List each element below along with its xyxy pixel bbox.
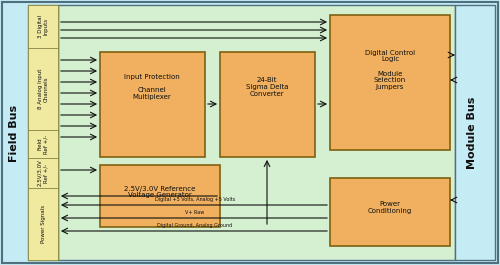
- Bar: [220, 52, 315, 157]
- Text: Module Bus: Module Bus: [467, 97, 477, 169]
- Bar: [58, 5, 455, 260]
- Text: 8 Analog Input
Channels: 8 Analog Input Channels: [38, 69, 48, 109]
- Text: Field Bus: Field Bus: [9, 104, 19, 162]
- Text: Digital Control
Logic

Module
Selection
Jumpers: Digital Control Logic Module Selection J…: [365, 50, 415, 91]
- Bar: [28, 5, 58, 260]
- Text: Field
Ref +/-: Field Ref +/-: [38, 134, 48, 154]
- Bar: [28, 5, 58, 48]
- Bar: [28, 130, 58, 158]
- Bar: [28, 48, 58, 130]
- Text: Digital Ground, Analog Ground: Digital Ground, Analog Ground: [158, 223, 232, 228]
- Bar: [100, 52, 205, 157]
- Text: 2.5V/3.0V Reference
Voltage Generator: 2.5V/3.0V Reference Voltage Generator: [124, 186, 196, 198]
- Text: 24-Bit
Sigma Delta
Converter: 24-Bit Sigma Delta Converter: [246, 77, 288, 97]
- Bar: [100, 165, 220, 227]
- Text: Power
Conditioning: Power Conditioning: [368, 201, 412, 214]
- Bar: [28, 188, 58, 260]
- Bar: [28, 158, 58, 188]
- Bar: [330, 178, 450, 246]
- Text: 2.5V/3.0V
Ref +/-: 2.5V/3.0V Ref +/-: [38, 160, 48, 187]
- Text: 3 Digital
Inputs: 3 Digital Inputs: [38, 15, 48, 38]
- Text: V+ Raw: V+ Raw: [186, 210, 204, 215]
- Text: Power Signals: Power Signals: [40, 205, 46, 243]
- Bar: [330, 15, 450, 150]
- Bar: [455, 5, 495, 260]
- Text: Digital +5 Volts, Analog +5 Volts: Digital +5 Volts, Analog +5 Volts: [155, 197, 235, 202]
- Text: Input Protection

Channel
Multiplexer: Input Protection Channel Multiplexer: [124, 73, 180, 100]
